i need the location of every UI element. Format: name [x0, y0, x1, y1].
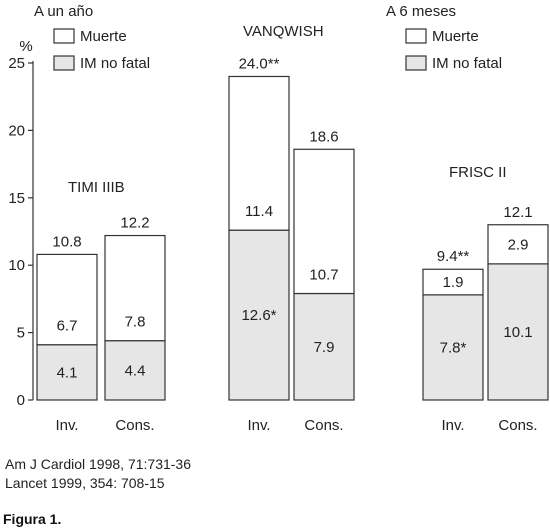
- group-label: VANQWISH: [243, 23, 324, 40]
- y-tick-label: 10: [8, 257, 25, 274]
- bar-segment-im-no-fatal: [228, 229, 290, 401]
- data-label-im-no-fatal: 7.8*: [440, 339, 467, 356]
- legend-swatch: [405, 28, 427, 44]
- reference-line-1: Am J Cardiol 1998, 71:731-36: [5, 456, 191, 472]
- data-label-muerte: 1.9: [443, 274, 464, 291]
- legend-swatch: [405, 55, 427, 71]
- data-label-total: 9.4**: [437, 248, 470, 265]
- data-label-total: 12.1: [503, 204, 532, 221]
- x-tick-label: Inv.: [55, 417, 78, 434]
- data-label-muerte: 10.7: [309, 267, 338, 284]
- bar-segment-im-no-fatal: [293, 292, 355, 401]
- bar-segment-im-no-fatal: [36, 344, 98, 401]
- legend-item-label: Muerte: [432, 28, 479, 45]
- y-tick-label: 0: [17, 392, 25, 409]
- data-label-muerte: 11.4: [245, 203, 273, 220]
- legend-title: A un año: [34, 3, 93, 20]
- legend-item-label: IM no fatal: [80, 55, 150, 72]
- bar-segment-muerte: [228, 75, 290, 231]
- legend-title: A 6 meses: [386, 3, 456, 20]
- y-tick-label: 25: [8, 55, 25, 72]
- data-label-muerte: 7.8: [125, 314, 146, 331]
- legend-item-label: IM no fatal: [432, 55, 502, 72]
- data-label-total: 12.2: [120, 215, 149, 232]
- data-label-total: 18.6: [309, 128, 338, 145]
- y-tick-label: 15: [8, 190, 25, 207]
- y-tick-label: 20: [8, 122, 25, 139]
- y-tick-label: 5: [17, 325, 25, 342]
- x-tick-label: Inv.: [441, 417, 464, 434]
- x-tick-label: Cons.: [304, 417, 343, 434]
- x-tick-label: Cons.: [115, 417, 154, 434]
- figure-label: Figura 1.: [3, 511, 62, 527]
- stacked-bar-chart: 0 5 10 15 20 25% TIMI IIIB 4.1 6.7 10.8 Inv. 4.4 7.8…: [8, 3, 549, 434]
- y-axis-label: %: [19, 38, 32, 55]
- x-tick-label: Cons.: [498, 417, 537, 434]
- data-label-im-no-fatal: 12.6*: [241, 307, 276, 324]
- data-label-muerte: 6.7: [57, 318, 78, 335]
- legend-item-label: Muerte: [80, 28, 127, 45]
- data-label-muerte: 2.9: [508, 236, 529, 253]
- bar-segment-im-no-fatal: [104, 340, 166, 401]
- data-label-im-no-fatal: 10.1: [503, 324, 532, 341]
- data-label-im-no-fatal: 4.1: [57, 364, 78, 381]
- data-label-total: 10.8: [52, 233, 81, 250]
- bar-segment-muerte: [422, 268, 484, 296]
- bar-segment-muerte: [487, 224, 549, 265]
- data-label-total: 24.0**: [239, 55, 280, 72]
- legend-swatch: [53, 55, 75, 71]
- x-tick-label: Inv.: [247, 417, 270, 434]
- group-label: TIMI IIIB: [68, 179, 125, 196]
- reference-line-2: Lancet 1999, 354: 708-15: [5, 475, 165, 491]
- bar-segment-im-no-fatal: [487, 263, 549, 401]
- bar-segment-muerte: [36, 253, 98, 346]
- bar-segment-im-no-fatal: [422, 294, 484, 401]
- data-label-im-no-fatal: 4.4: [125, 362, 146, 379]
- legend-swatch: [53, 28, 75, 44]
- group-label: FRISC II: [449, 164, 507, 181]
- bar-segment-muerte: [293, 148, 355, 295]
- data-label-im-no-fatal: 7.9: [314, 339, 335, 356]
- bar-segment-muerte: [104, 234, 166, 342]
